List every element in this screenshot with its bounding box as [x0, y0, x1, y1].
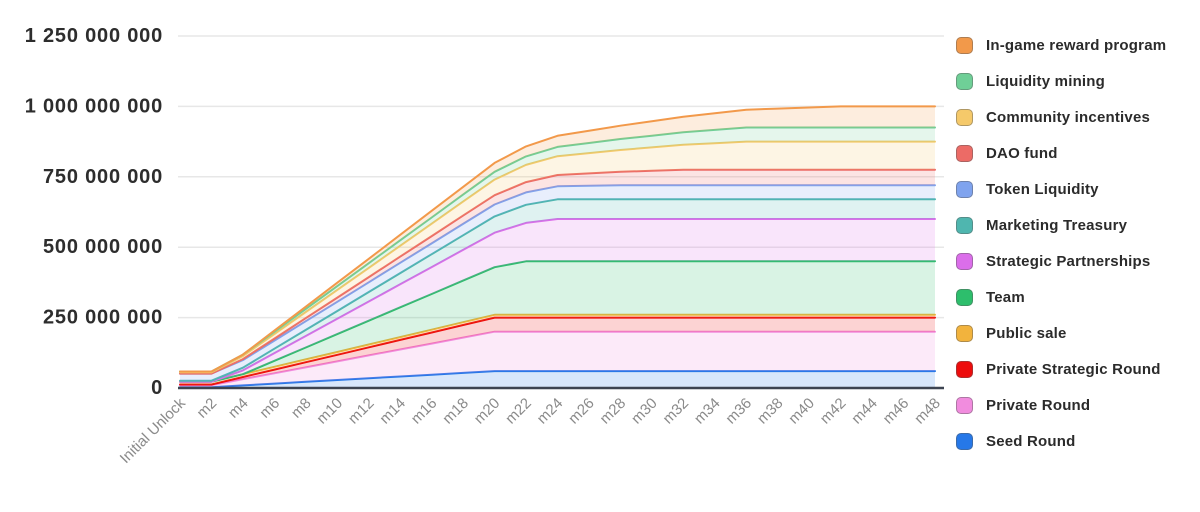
legend-swatch-icon — [956, 73, 973, 90]
x-axis-tick-label: Initial Unlock — [117, 394, 190, 467]
legend-swatch-icon — [956, 397, 973, 414]
area-strategic-partnerships — [180, 219, 935, 382]
legend-label: Marketing Treasury — [986, 217, 1128, 234]
legend-label: Private Round — [986, 397, 1091, 414]
legend-item-token-liquidity[interactable]: Token Liquidity — [956, 181, 1166, 198]
legend-swatch-icon — [956, 433, 973, 450]
y-axis-tick-label: 1 000 000 000 — [25, 95, 163, 117]
x-axis-tick-label: m8 — [288, 395, 315, 422]
legend-item-liquidity-mining[interactable]: Liquidity mining — [956, 73, 1166, 90]
area-private-strategic-round — [180, 317, 935, 386]
legend-label: DAO fund — [986, 145, 1058, 162]
x-axis-tick-label: m18 — [439, 395, 472, 428]
line-private-round — [179, 330, 936, 387]
legend-swatch-icon — [956, 253, 973, 270]
x-axis-tick-label: m32 — [660, 395, 693, 428]
x-axis-tick-label: m4 — [225, 395, 252, 422]
legend-label: In-game reward program — [986, 37, 1167, 54]
legend-label: Liquidity mining — [986, 73, 1106, 90]
legend-item-dao-fund[interactable]: DAO fund — [956, 145, 1166, 162]
legend-swatch-icon — [956, 361, 973, 378]
legend-swatch-icon — [956, 325, 973, 342]
legend-swatch-icon — [956, 217, 973, 234]
x-axis-tick-label: m48 — [911, 395, 944, 428]
y-axis-tick-label: 750 000 000 — [43, 166, 163, 188]
x-axis-tick-label: m6 — [256, 395, 283, 422]
y-axis-tick-label: 0 — [151, 377, 163, 399]
x-axis-tick-label: m22 — [502, 395, 535, 428]
x-axis-tick-label: m20 — [471, 395, 504, 428]
line-liquidity-mining — [179, 126, 936, 373]
legend-item-strategic-partnerships[interactable]: Strategic Partnerships — [956, 253, 1166, 270]
x-axis-tick-label: m16 — [408, 395, 441, 428]
line-team — [179, 260, 936, 383]
x-axis-tick-label: m12 — [345, 395, 378, 428]
line-in-game-reward-program — [179, 105, 936, 373]
line-seed-round — [179, 370, 936, 389]
legend-item-community-incentives[interactable]: Community incentives — [956, 109, 1166, 126]
x-axis-tick-label: m34 — [691, 395, 724, 428]
legend-label: Team — [986, 289, 1025, 306]
y-axis-tick-label: 500 000 000 — [43, 236, 163, 258]
x-axis-tick-label: m2 — [194, 395, 221, 422]
area-team — [180, 261, 935, 382]
legend-item-marketing-treasury[interactable]: Marketing Treasury — [956, 217, 1166, 234]
legend-swatch-icon — [956, 145, 973, 162]
legend-swatch-icon — [956, 37, 973, 54]
y-axis-tick-label: 250 000 000 — [43, 307, 163, 329]
line-private-strategic-round — [179, 316, 936, 386]
legend-label: Seed Round — [986, 433, 1076, 450]
area-private-round — [180, 331, 935, 388]
line-token-liquidity — [179, 184, 936, 375]
line-marketing-treasury — [179, 198, 936, 382]
x-axis-tick-label: m26 — [565, 395, 598, 428]
legend-label: Public sale — [986, 325, 1067, 342]
y-axis-tick-label: 1 250 000 000 — [25, 25, 163, 47]
x-axis-tick-label: m36 — [722, 395, 755, 428]
x-axis-tick-label: m44 — [848, 395, 881, 428]
area-community-incentives — [180, 141, 935, 374]
legend-item-private-strategic-round[interactable]: Private Strategic Round — [956, 361, 1166, 378]
line-public-sale — [179, 313, 936, 383]
x-axis-tick-label: m10 — [313, 395, 346, 428]
area-seed-round — [180, 371, 935, 388]
legend-label: Community incentives — [986, 109, 1151, 126]
x-axis-tick-label: m14 — [376, 395, 409, 428]
line-dao-fund — [179, 168, 936, 375]
area-marketing-treasury — [180, 199, 935, 382]
line-strategic-partnerships — [179, 218, 936, 383]
x-axis-tick-label: m38 — [754, 395, 787, 428]
legend-swatch-icon — [956, 181, 973, 198]
legend-item-seed-round[interactable]: Seed Round — [956, 433, 1166, 450]
line-community-incentives — [179, 140, 936, 374]
legend-item-in-game-reward-program[interactable]: In-game reward program — [956, 37, 1166, 54]
legend-label: Private Strategic Round — [986, 361, 1161, 378]
legend-item-private-round[interactable]: Private Round — [956, 397, 1166, 414]
x-axis-tick-label: m46 — [880, 395, 913, 428]
legend-swatch-icon — [956, 109, 973, 126]
chart-legend: In-game reward program Liquidity mining Co… — [956, 37, 1166, 450]
x-axis-tick-label: m40 — [785, 395, 818, 428]
x-axis-tick-label: m24 — [534, 395, 567, 428]
legend-label: Strategic Partnerships — [986, 253, 1151, 270]
legend-swatch-icon — [956, 289, 973, 306]
legend-label: Token Liquidity — [986, 181, 1099, 198]
x-axis-tick-label: m28 — [597, 395, 630, 428]
x-axis-tick-label: m42 — [817, 395, 850, 428]
legend-item-public-sale[interactable]: Public sale — [956, 325, 1166, 342]
x-axis-tick-label: m30 — [628, 395, 661, 428]
legend-item-team[interactable]: Team — [956, 289, 1166, 306]
